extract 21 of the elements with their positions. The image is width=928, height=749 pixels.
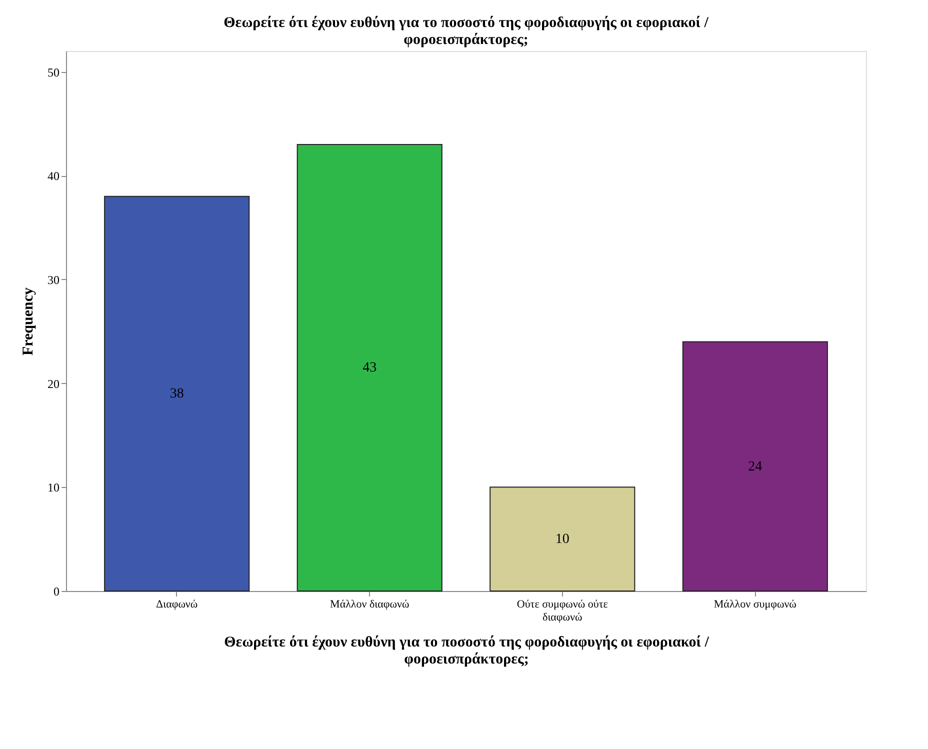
y-tick-label: 50 <box>48 65 60 80</box>
x-axis-title: Θεωρείτε ότι έχουν ευθύνη για το ποσοστό της φοροδιαφυγής οι εφοριακοί / φοροεισπράκτορες; <box>224 634 710 668</box>
x-tick-label: Μάλλον συμφωνώ <box>714 598 796 610</box>
bar <box>104 196 250 592</box>
y-tick-label: 0 <box>54 584 60 598</box>
data-label: 43 <box>362 360 377 376</box>
bar <box>490 486 636 592</box>
x-tick-label: Μάλλον διαφωνώ <box>330 598 410 610</box>
y-axis-title: Frequency <box>20 286 36 356</box>
y-tick-label: 10 <box>48 480 60 495</box>
data-label: 10 <box>555 532 570 548</box>
bar <box>682 341 828 592</box>
bar <box>296 144 442 592</box>
x-tick-label: Ούτε συμφωνώ ούτε διαφωνώ <box>516 598 608 624</box>
chart-title: Θεωρείτε ότι έχουν ευθύνη για το ποσοστό της φοροδιαφυγής οι εφοριακοί / φοροεισπράκτορες; <box>224 15 710 48</box>
data-label: 38 <box>170 386 184 402</box>
y-tick-label: 40 <box>48 169 60 184</box>
x-tick-label: Διαφωνώ <box>156 598 198 610</box>
y-tick-label: 30 <box>48 272 60 287</box>
y-tick-label: 20 <box>48 376 60 391</box>
data-label: 24 <box>748 459 762 474</box>
